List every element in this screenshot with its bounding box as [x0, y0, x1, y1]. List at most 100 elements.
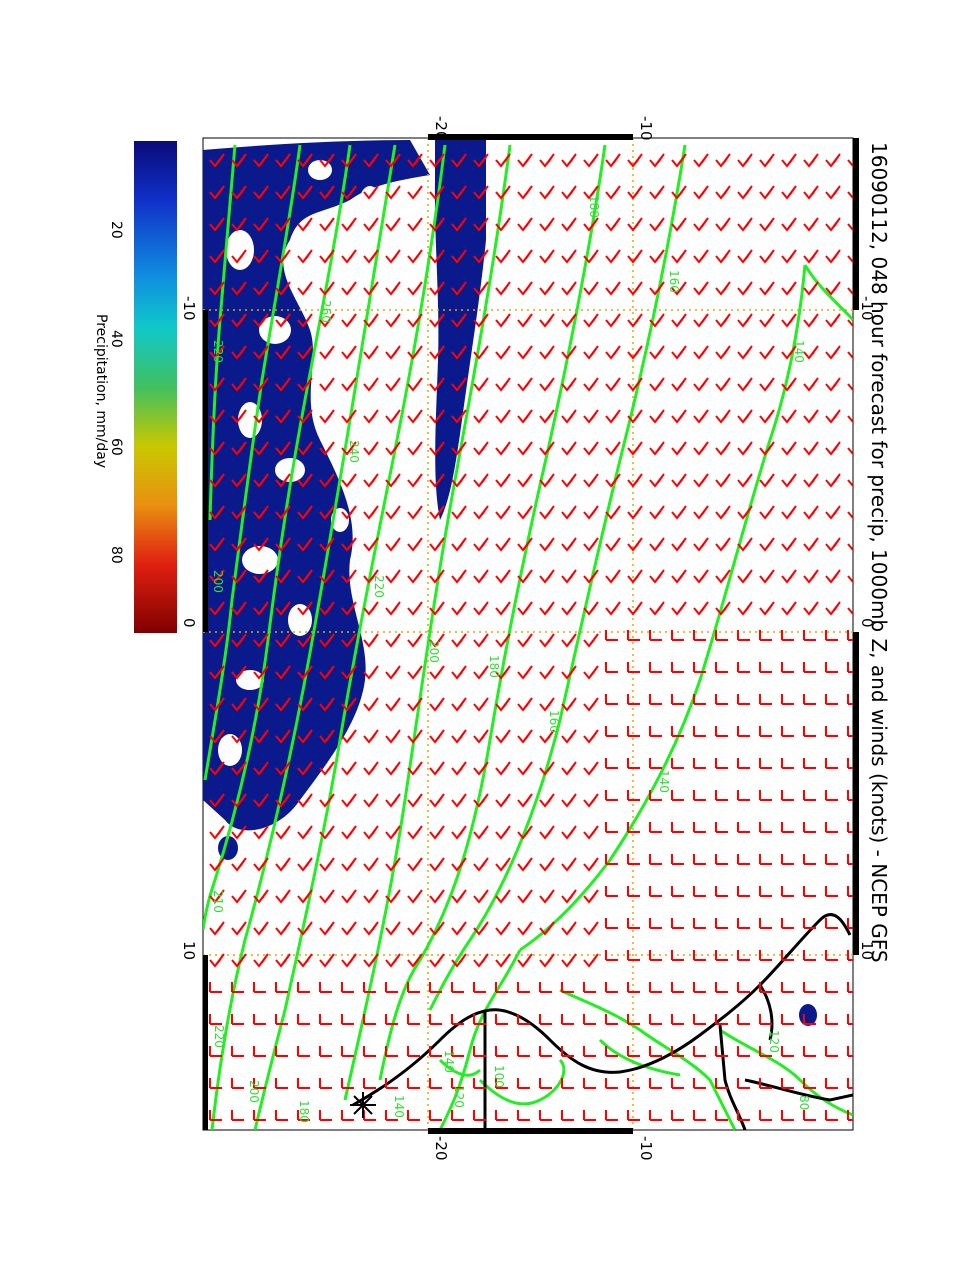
wind-barb: [715, 537, 731, 552]
wind-barb: [473, 409, 489, 424]
wind-barb: [605, 281, 621, 296]
wind-barb: [715, 185, 731, 200]
wind-barb: [407, 1110, 420, 1121]
wind-barb: [693, 1110, 706, 1121]
wind-barb: [473, 601, 489, 616]
wind-barb: [649, 1110, 662, 1121]
wind-barb: [407, 153, 423, 168]
wind-barb: [473, 665, 489, 680]
wind-barb: [495, 697, 511, 712]
wind-barb: [583, 409, 599, 424]
wind-barb: [275, 857, 291, 872]
wind-barb: [759, 918, 772, 929]
wind-barb: [363, 313, 379, 328]
wind-barb: [737, 758, 750, 769]
wind-barb: [649, 601, 665, 616]
wind-barb: [539, 921, 555, 936]
wind-barb: [693, 345, 709, 360]
wind-barb: [561, 601, 577, 616]
wind-barb: [825, 249, 841, 264]
wind-barb: [385, 1046, 398, 1057]
wind-barb: [495, 217, 511, 232]
wind-barb: [297, 537, 313, 552]
wind-barb: [451, 697, 467, 712]
wind-barb: [363, 153, 379, 168]
wind-barb: [297, 601, 313, 616]
wind-barb: [847, 822, 853, 833]
wind-barb: [473, 889, 489, 904]
wind-barb: [297, 217, 313, 232]
wind-barb: [341, 857, 357, 872]
wind-barb: [737, 726, 750, 737]
station-star-icon: [350, 1092, 376, 1118]
wind-barb: [275, 441, 291, 456]
wind-barb: [825, 473, 841, 488]
wind-barb: [583, 953, 599, 968]
contour-label: 220: [212, 1025, 226, 1048]
wind-barb: [825, 441, 841, 456]
wind-barb: [297, 249, 313, 264]
wind-barb: [627, 1046, 640, 1057]
wind-barb: [693, 662, 706, 673]
wind-barb: [517, 889, 533, 904]
wind-barb: [473, 793, 489, 808]
wind-barb: [253, 633, 269, 648]
wind-barb: [385, 982, 398, 993]
wind-barb: [407, 982, 420, 993]
wind-barb: [693, 1046, 706, 1057]
wind-barb: [495, 249, 511, 264]
wind-barb: [671, 1046, 684, 1057]
wind-barb: [517, 441, 533, 456]
wind-barb: [539, 313, 555, 328]
wind-barb: [275, 505, 291, 520]
wind-barb: [605, 505, 621, 520]
coastline: [352, 913, 853, 1130]
wind-barb: [451, 729, 467, 744]
wind-barb: [693, 918, 706, 929]
wind-barb: [363, 377, 379, 392]
wind-barb: [407, 953, 423, 968]
wind-barb: [539, 825, 555, 840]
wind-barb: [209, 281, 225, 296]
wind-barb: [473, 345, 489, 360]
wind-barb: [803, 918, 816, 929]
wind-barb: [561, 441, 577, 456]
wind-barb: [473, 1078, 486, 1089]
wind-barb: [803, 822, 816, 833]
wind-barb: [473, 761, 489, 776]
wind-barb: [297, 953, 313, 968]
wind-barb: [539, 889, 555, 904]
wind-barb: [363, 793, 379, 808]
wind-barb: [407, 345, 423, 360]
wind-barb: [693, 505, 709, 520]
wind-barb: [649, 345, 665, 360]
wind-barb: [297, 409, 313, 424]
wind-barb: [231, 345, 247, 360]
wind-barb: [693, 249, 709, 264]
wind-barb: [517, 281, 533, 296]
wind-barb: [429, 505, 445, 520]
wind-barb: [209, 473, 225, 488]
wind-barb: [825, 1046, 838, 1057]
wind-barb: [275, 761, 291, 776]
wind-barb: [275, 377, 291, 392]
wind-barb: [671, 630, 684, 641]
contour-labels: 180 160 140 260 240 220 200 180 160 140 220 210 200 1…: [211, 195, 811, 1123]
wind-barb: [253, 857, 269, 872]
wind-barb: [407, 1078, 420, 1089]
wind-barb: [385, 633, 401, 648]
wind-barb: [253, 982, 266, 993]
wind-barb: [363, 761, 379, 776]
wind-barb: [737, 313, 753, 328]
wind-barb: [847, 758, 853, 769]
wind-barb: [671, 694, 684, 705]
wind-barb: [517, 921, 533, 936]
wind-barb: [429, 153, 445, 168]
wind-barb: [209, 1014, 222, 1025]
wind-barb: [517, 537, 533, 552]
wind-barb: [429, 441, 445, 456]
wind-barb: [253, 313, 269, 328]
wind-barb: [759, 726, 772, 737]
wind-barb: [583, 473, 599, 488]
wind-barb: [231, 153, 247, 168]
